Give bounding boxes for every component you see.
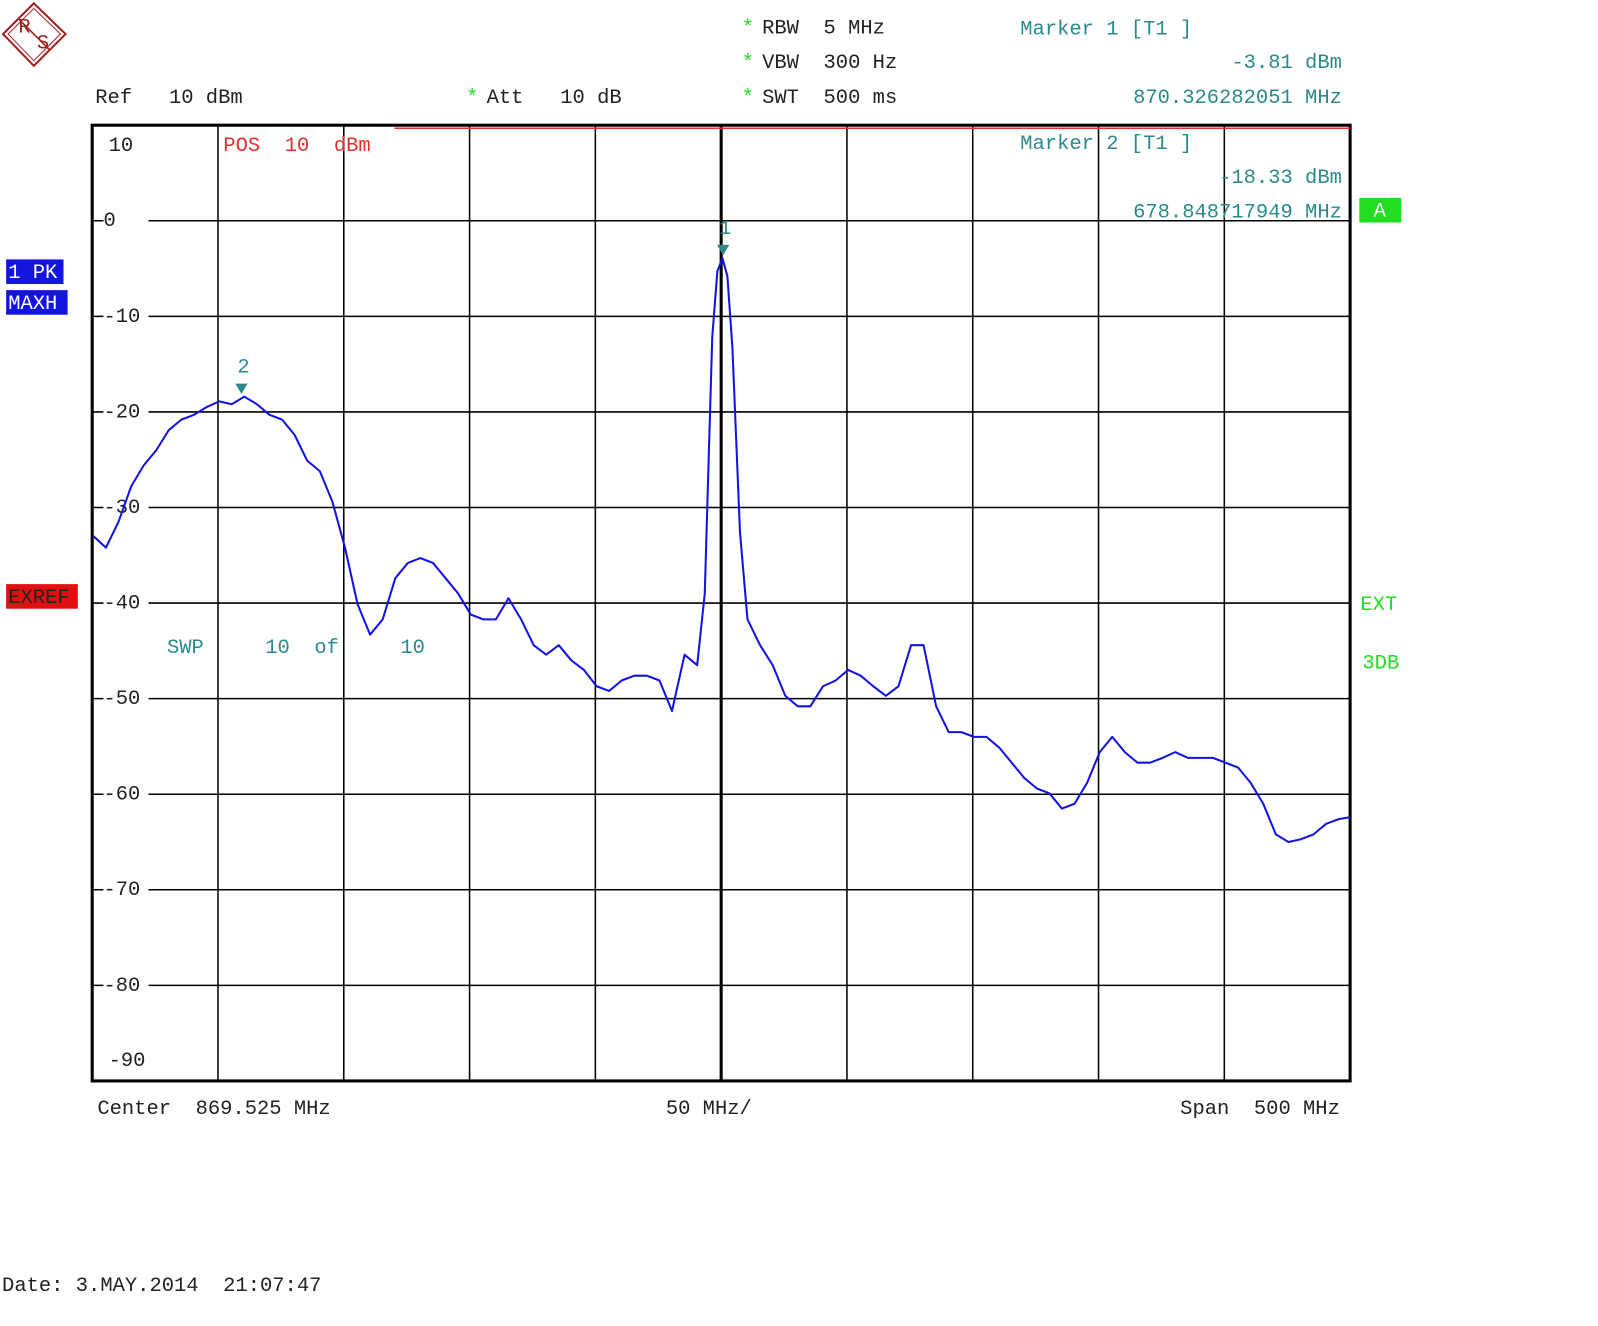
y-tick-label: -30 (103, 497, 140, 520)
plot-frame (90, 123, 1352, 1083)
marker-level: -18.33 dBm (1219, 167, 1342, 190)
y-tick-label-bg (103, 879, 149, 901)
logo-diamond (1, 1, 68, 68)
y-tick-label: -50 (103, 688, 140, 711)
y-tick-label: -10 (103, 306, 140, 329)
marker-frequency: 870.326282051 MHz (1133, 87, 1342, 110)
flag: * (742, 87, 754, 110)
trace-badge (6, 290, 68, 315)
y-tick-label: -80 (103, 975, 140, 998)
y-tick-label: 0 (103, 210, 115, 233)
trace-label: MAXH (8, 293, 57, 316)
y-tick-label-bg (103, 975, 149, 996)
swt-label: SWT 500 ms (762, 87, 897, 110)
marker-level: -3.81 dBm (1231, 52, 1342, 75)
status-label: EXT (1360, 594, 1397, 617)
y-tick-label-bg (103, 210, 149, 232)
ref-level: Ref 10 dBm (95, 87, 242, 110)
trace (92, 257, 1351, 844)
y-tick-label: -70 (103, 879, 140, 902)
screen-label: A (1374, 201, 1387, 224)
pos-label: POS 10 dBm (223, 135, 370, 158)
flag: * (466, 87, 478, 110)
marker-triangle (235, 383, 248, 394)
y-tick-label: -20 (103, 401, 140, 424)
date: Date: 3.MAY.2014 21:07:47 (2, 1275, 321, 1298)
vbw-label: VBW 300 Hz (762, 52, 897, 75)
y-tick-label: -60 (103, 784, 140, 807)
screen-badge (1359, 197, 1402, 223)
marker-name: Marker 1 [T1 ] (1020, 18, 1192, 41)
rbw-label: RBW 5 MHz (762, 17, 885, 40)
trace-label: 1 PK (8, 262, 58, 285)
y-tick-label-bg (103, 688, 149, 709)
status-label: 3DB (1362, 652, 1399, 675)
center-frequency: Center 869.525 MHz (97, 1098, 330, 1121)
marker-frequency: 678.848717949 MHz (1133, 202, 1342, 225)
attenuation: Att 10 dB (487, 87, 622, 110)
exref-badge (6, 584, 78, 609)
logo-letter: S (37, 33, 49, 56)
y-tick-label-bg (103, 592, 149, 614)
y-tick-label-bg (103, 401, 149, 423)
marker-name: Marker 2 [T1 ] (1020, 133, 1192, 156)
marker-id: 2 (237, 357, 249, 380)
flag: * (742, 52, 754, 75)
y-tick-label-bg (103, 783, 149, 805)
span: Span 500 MHz (1180, 1098, 1340, 1121)
logo-diamond-inner (7, 7, 62, 62)
y-tick-label: 10 (109, 135, 134, 158)
sweep-count: SWP 10 of 10 (167, 637, 425, 660)
y-tick-label: -40 (103, 592, 140, 615)
y-tick-label-bg (103, 306, 149, 327)
marker-id: 1 (719, 218, 731, 241)
y-tick-label-bg (103, 497, 149, 518)
flag: * (742, 17, 754, 40)
y-tick-label: -90 (109, 1050, 146, 1073)
logo-slash (17, 18, 50, 50)
exref-label: EXREF (8, 587, 69, 610)
marker-triangle (717, 244, 730, 256)
logo (1, 1, 68, 68)
division: 50 MHz/ (666, 1098, 752, 1121)
trace-badge (6, 259, 64, 284)
logo-letter: R (18, 16, 30, 39)
